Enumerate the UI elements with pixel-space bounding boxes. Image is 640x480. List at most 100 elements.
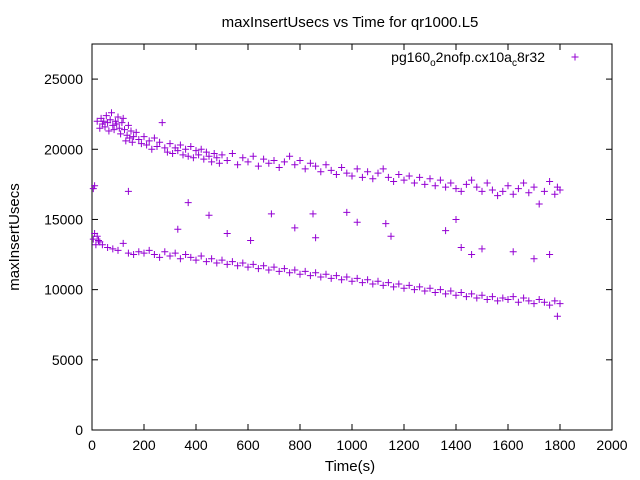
data-point [228, 149, 236, 157]
data-point [530, 255, 538, 263]
data-point [91, 182, 99, 190]
data-point [100, 117, 108, 125]
data-point [296, 270, 304, 278]
data-point [122, 137, 130, 145]
data-point [535, 200, 543, 208]
data-point [176, 255, 184, 263]
data-point [93, 232, 101, 240]
data-point [379, 165, 387, 173]
data-point [192, 147, 200, 155]
data-point [551, 297, 559, 305]
data-point [184, 199, 192, 207]
data-point [494, 297, 502, 305]
data-point [535, 295, 543, 303]
data-point [182, 145, 190, 153]
data-point [223, 260, 231, 268]
data-point [286, 269, 294, 277]
data-point [525, 189, 533, 197]
data-point [208, 255, 216, 263]
data-point [291, 266, 299, 274]
data-point [244, 158, 252, 166]
data-point [130, 251, 138, 259]
data-point [514, 298, 522, 306]
data-point [249, 260, 257, 268]
data-point [312, 234, 320, 242]
data-point [457, 288, 465, 296]
data-point [442, 183, 450, 191]
data-point [322, 161, 330, 169]
x-tick-label: 0 [88, 437, 96, 453]
data-point [291, 161, 299, 169]
data-point [127, 127, 135, 135]
data-point [174, 225, 182, 233]
data-point [254, 162, 262, 170]
x-axis-ticks: 0 200 400 600 800 1000 1200 1400 1600 1800 2000 [88, 44, 628, 453]
data-point [457, 187, 465, 195]
data-point [348, 277, 356, 285]
data-point [109, 121, 117, 129]
data-point [286, 152, 294, 160]
data-point [126, 134, 134, 142]
data-point [546, 301, 554, 309]
data-point [104, 244, 112, 252]
data-point [436, 176, 444, 184]
data-point [223, 157, 231, 165]
data-point [270, 157, 278, 165]
data-point [382, 220, 390, 228]
data-point [156, 253, 164, 261]
x-tick-label: 1400 [440, 437, 471, 453]
data-point [421, 287, 429, 295]
data-point [119, 114, 127, 122]
legend-marker-symbol [571, 53, 579, 61]
data-point [254, 265, 262, 273]
data-point [530, 183, 538, 191]
data-point [452, 291, 460, 299]
data-point [135, 248, 143, 256]
data-point [96, 124, 104, 132]
data-point [166, 140, 174, 148]
data-point [457, 244, 465, 252]
x-axis-title: Time(s) [325, 458, 375, 475]
data-point [110, 126, 118, 134]
data-point [530, 300, 538, 308]
data-point [105, 127, 113, 135]
data-point [249, 152, 257, 160]
y-tick-label: 5000 [52, 352, 83, 368]
data-point [426, 175, 434, 183]
data-point [442, 290, 450, 298]
data-point [431, 182, 439, 190]
data-point [322, 270, 330, 278]
data-point [369, 175, 377, 183]
data-point [343, 169, 351, 177]
legend-subscript: o [430, 58, 436, 69]
y-axis-title: maxInsertUsecs [6, 183, 23, 291]
data-point [462, 180, 470, 188]
data-point [509, 248, 517, 256]
y-tick-label: 25000 [44, 71, 83, 87]
data-point [364, 168, 372, 176]
chart-title: maxInsertUsecs vs Time for qr1000.L5 [222, 14, 479, 31]
data-point [260, 155, 268, 163]
data-point [118, 119, 126, 127]
data-point [364, 276, 372, 284]
data-point [405, 281, 413, 289]
data-point [166, 252, 174, 260]
data-point [504, 182, 512, 190]
data-point [447, 179, 455, 187]
x-tick-label: 600 [236, 437, 260, 453]
data-point [442, 227, 450, 235]
data-point [405, 172, 413, 180]
x-tick-label: 2000 [596, 437, 627, 453]
data-point [306, 272, 314, 280]
x-tick-label: 1800 [544, 437, 575, 453]
data-point [140, 249, 148, 257]
legend-text-part: 2nofp.cx10a [436, 49, 512, 65]
data-point [546, 251, 554, 259]
data-point [327, 274, 335, 282]
data-point [520, 179, 528, 187]
data-point [275, 164, 283, 172]
data-point [124, 249, 132, 257]
data-point [98, 241, 106, 249]
y-tick-label: 0 [75, 422, 83, 438]
